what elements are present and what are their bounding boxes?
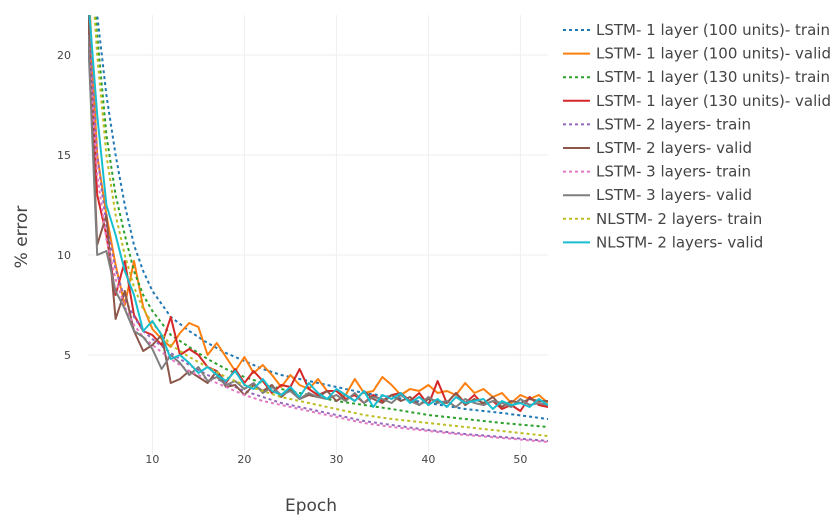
- x-tick-label: 40: [421, 453, 435, 466]
- legend-item-label: LSTM- 1 layer (100 units)- valid: [596, 45, 831, 63]
- x-tick-label: 20: [237, 453, 251, 466]
- y-tick-label: 10: [57, 249, 71, 262]
- y-tick-label: 20: [57, 49, 71, 62]
- series-line: [88, 15, 548, 412]
- legend-item-label: LSTM- 2 layers- train: [596, 115, 751, 133]
- x-axis-title: Epoch: [285, 496, 337, 516]
- legend-item-label: NLSTM- 2 layers- train: [596, 210, 762, 228]
- series-line: [88, 15, 548, 410]
- series-line: [88, 15, 548, 408]
- legend-item-label: LSTM- 1 layer (100 units)- train: [596, 21, 830, 39]
- series-line: [88, 34, 548, 443]
- axis-ticks: 5 10 15 20 10 20 30 40 50: [57, 49, 527, 466]
- y-tick-label: 15: [57, 149, 71, 162]
- x-tick-label: 30: [329, 453, 343, 466]
- series-line: [88, 34, 548, 408]
- legend-item-label: LSTM- 2 layers- valid: [596, 139, 752, 157]
- legend-item-label: LSTM- 3 layers- train: [596, 163, 751, 181]
- series-line: [96, 15, 548, 420]
- legend-item-label: LSTM- 1 layer (130 units)- train: [596, 68, 830, 86]
- y-tick-label: 5: [64, 349, 71, 362]
- y-axis-title: % error: [12, 206, 32, 269]
- legend-item-label: NLSTM- 2 layers- valid: [596, 233, 763, 251]
- x-tick-label: 10: [145, 453, 159, 466]
- legend-item-label: LSTM- 1 layer (130 units)- valid: [596, 92, 831, 110]
- series-group: [88, 15, 548, 443]
- legend-item-label: LSTM- 3 layers- valid: [596, 186, 752, 204]
- x-tick-label: 50: [513, 453, 527, 466]
- series-line: [93, 15, 548, 437]
- grid-lines: [88, 15, 548, 455]
- series-line: [94, 15, 548, 428]
- legend: LSTM- 1 layer (100 units)- train LSTM- 1 …: [563, 21, 831, 251]
- series-line: [88, 15, 548, 442]
- plot-area: [88, 15, 548, 443]
